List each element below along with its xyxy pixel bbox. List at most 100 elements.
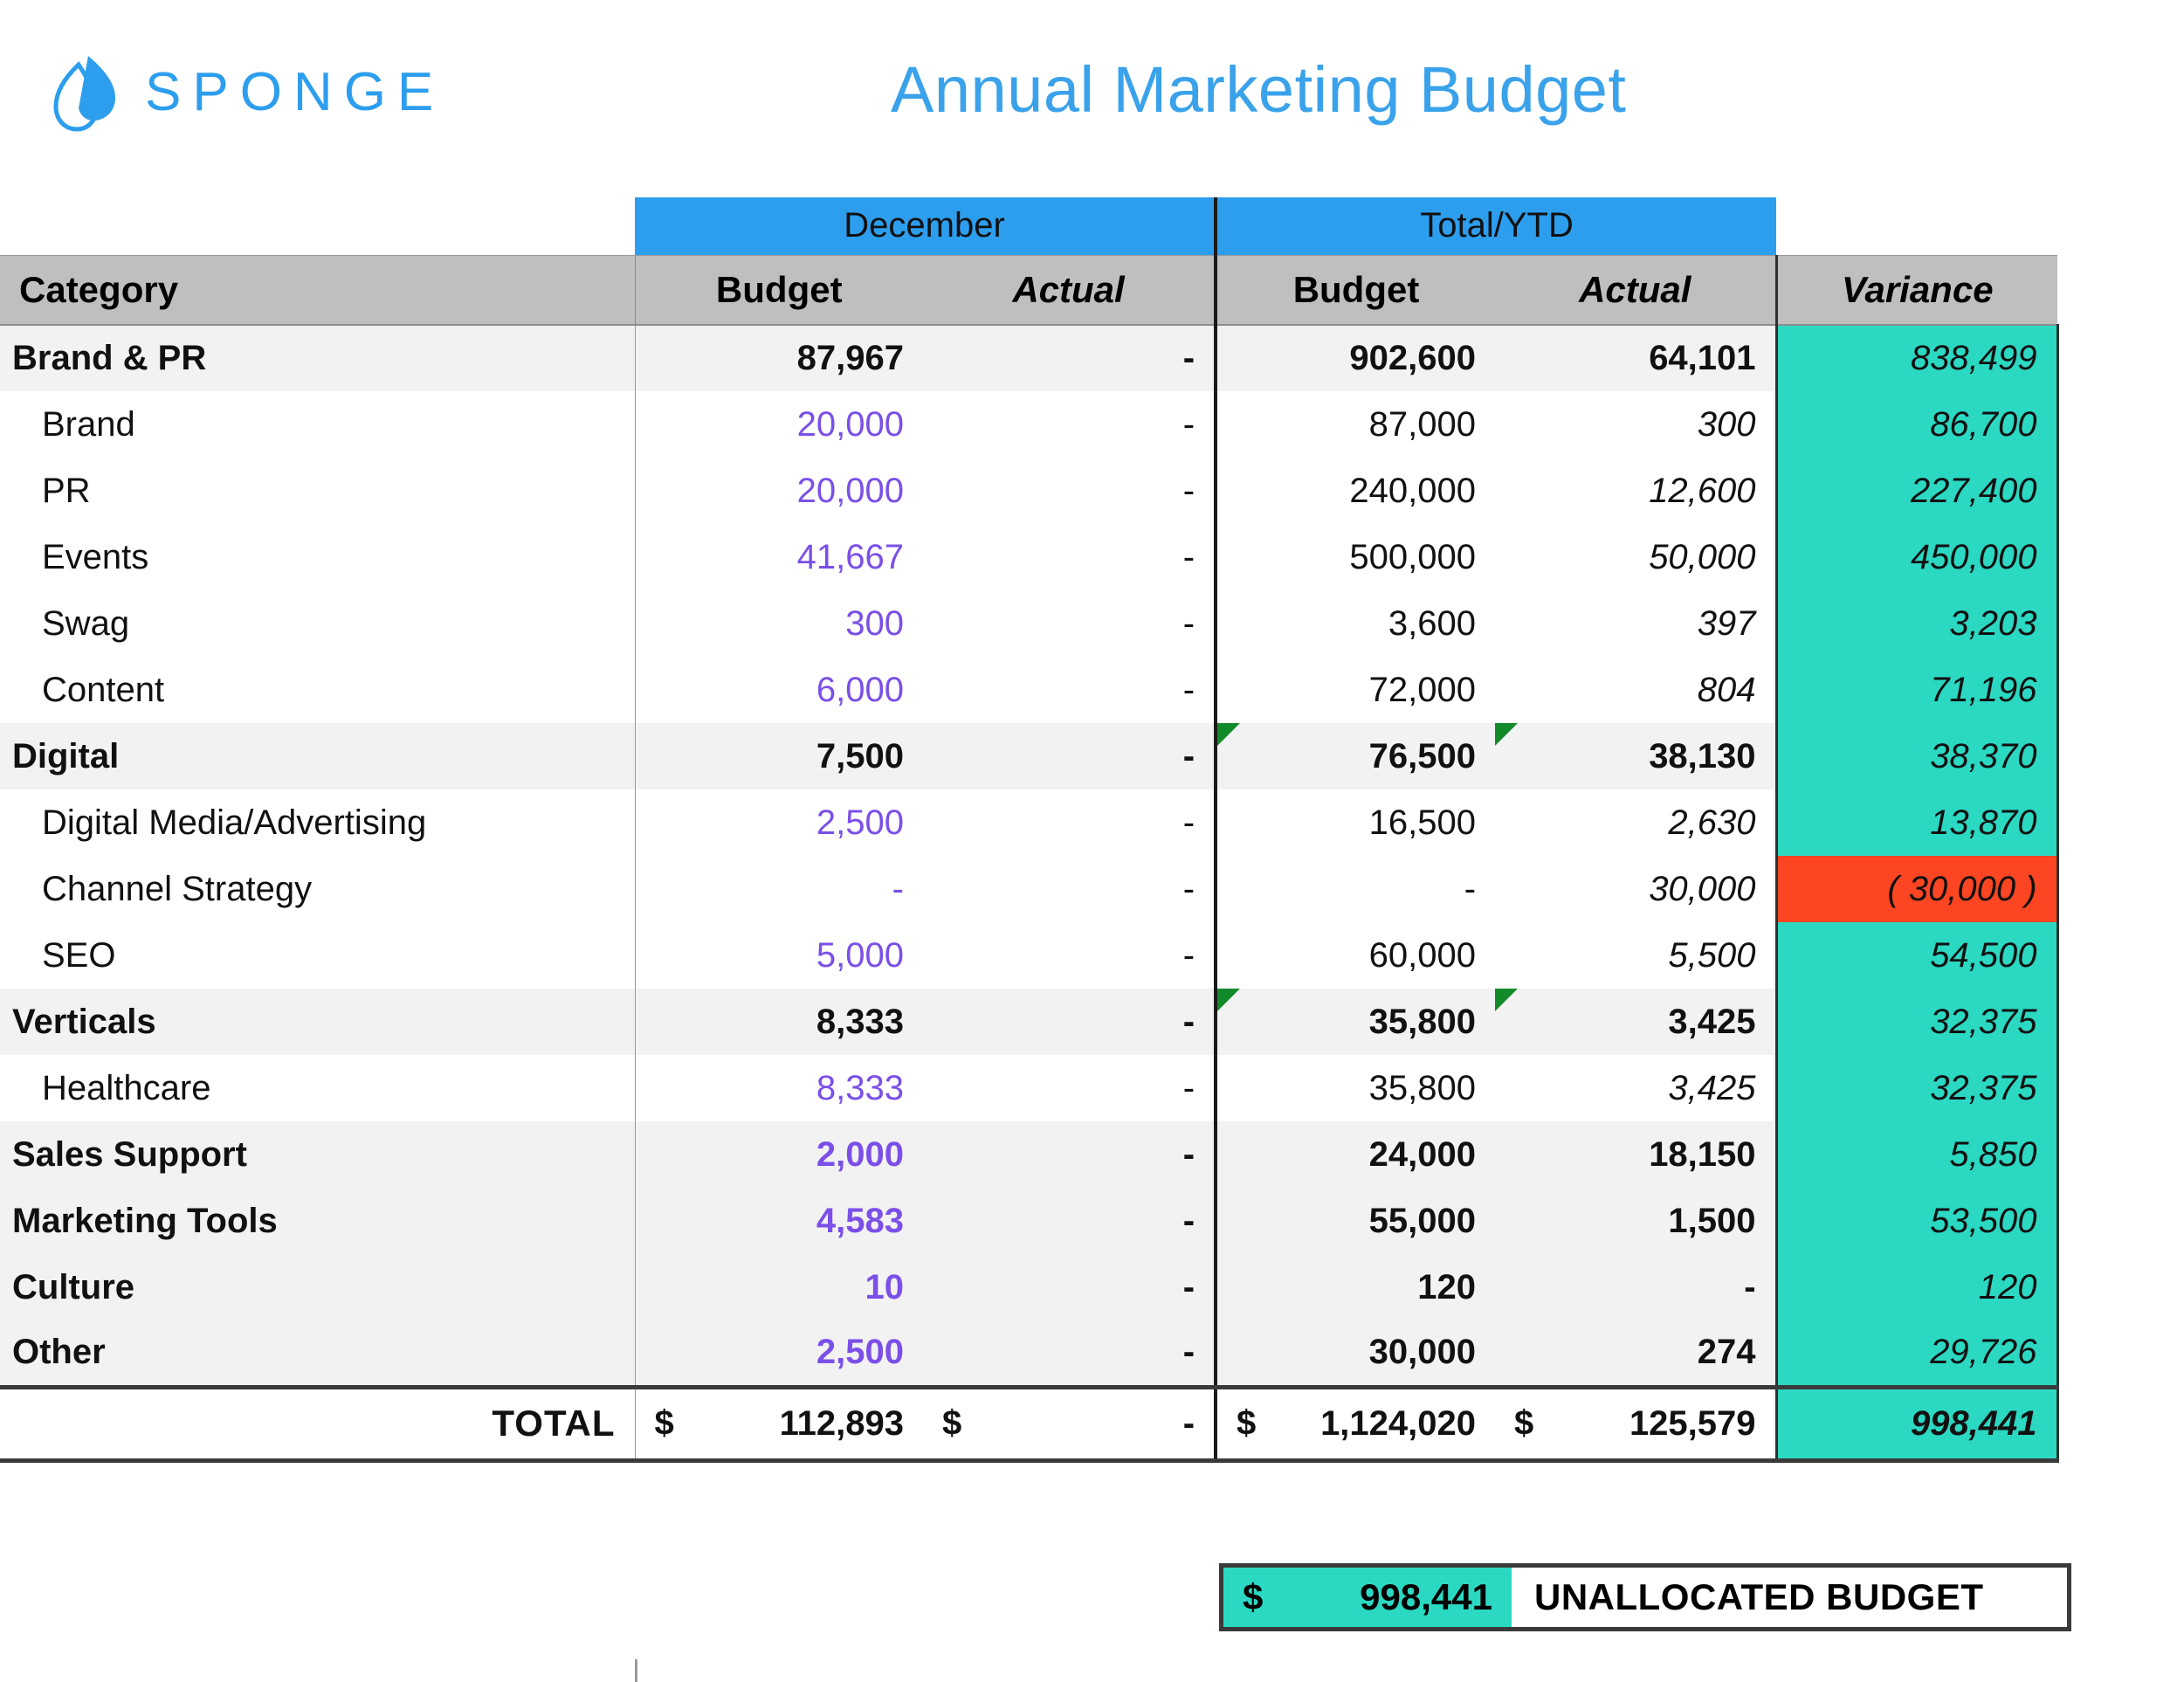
comment-marker-icon bbox=[1495, 989, 1519, 1011]
table-row[interactable]: Culture 10-120-120 bbox=[0, 1254, 2059, 1320]
total-ytd-budget: $ 1,124,020 bbox=[1214, 1384, 1496, 1463]
table-row[interactable]: Verticals 8,333-35,800 3,425 32,375 bbox=[0, 989, 2059, 1055]
table-row[interactable]: Digital 7,500-76,500 38,130 38,370 bbox=[0, 723, 2059, 789]
total-ytd-actual-currency: $ bbox=[1514, 1403, 1534, 1443]
total-dec-budget-value: 112,893 bbox=[779, 1403, 904, 1443]
table-row[interactable]: SEO 5,000-60,000 5,500 54,500 bbox=[0, 922, 2059, 989]
row-ytd-actual: 18,150 bbox=[1495, 1121, 1777, 1188]
col-header-ytd-actual: Actual bbox=[1495, 254, 1777, 326]
comment-marker-icon bbox=[1217, 723, 1241, 746]
row-variance: 86,700 bbox=[1774, 391, 2059, 458]
table-row[interactable]: PR 20,000-240,000 12,600 227,400 bbox=[0, 458, 2059, 524]
row-category: Channel Strategy bbox=[0, 856, 635, 922]
col-header-category: Category bbox=[0, 254, 635, 326]
total-label: TOTAL bbox=[0, 1384, 635, 1463]
row-category: SEO bbox=[0, 922, 635, 989]
row-dec-budget: 20,000 bbox=[634, 458, 923, 524]
total-row: TOTAL $ 112,893 $ - $ 1,124,020 $ bbox=[0, 1384, 2059, 1463]
row-ytd-actual: - bbox=[1495, 1254, 1777, 1320]
row-ytd-actual: 300 bbox=[1495, 391, 1777, 458]
row-dec-budget: 5,000 bbox=[634, 922, 923, 989]
total-ytd-actual: $ 125,579 bbox=[1495, 1384, 1777, 1463]
budget-table-body: Brand & PR 87,967-902,600 64,101 838,499 Bra… bbox=[0, 325, 2059, 1387]
row-category: Content bbox=[0, 657, 635, 723]
comment-marker-icon bbox=[1495, 723, 1519, 746]
total-ytd-budget-currency: $ bbox=[1237, 1403, 1257, 1443]
row-ytd-actual: 3,425 bbox=[1495, 989, 1777, 1055]
row-dec-actual: - bbox=[923, 856, 1216, 922]
brand-name: SPONGE bbox=[145, 62, 445, 122]
row-variance: 5,850 bbox=[1774, 1121, 2059, 1188]
table-row[interactable]: Swag 300-3,600 397 3,203 bbox=[0, 590, 2059, 657]
row-ytd-budget: 72,000 bbox=[1214, 657, 1496, 723]
table-row[interactable]: Healthcare 8,333-35,800 3,425 32,375 bbox=[0, 1055, 2059, 1121]
table-row[interactable]: Other 2,500-30,000 274 29,726 bbox=[0, 1320, 2059, 1387]
row-category: Healthcare bbox=[0, 1055, 635, 1121]
row-category: Brand & PR bbox=[0, 325, 635, 391]
row-dec-actual: - bbox=[923, 1121, 1216, 1188]
total-dec-actual: $ - bbox=[923, 1384, 1216, 1463]
table-row[interactable]: Brand & PR 87,967-902,600 64,101 838,499 bbox=[0, 325, 2059, 391]
row-dec-actual: - bbox=[923, 1188, 1216, 1254]
row-dec-budget: 10 bbox=[634, 1254, 923, 1320]
col-header-dec-budget: Budget bbox=[634, 254, 923, 326]
row-variance: 53,500 bbox=[1774, 1188, 2059, 1254]
unallocated-amount: $ 998,441 bbox=[1223, 1568, 1512, 1627]
row-dec-actual: - bbox=[923, 1320, 1216, 1387]
group-header-blank bbox=[0, 197, 635, 255]
row-dec-budget: 2,000 bbox=[634, 1121, 923, 1188]
table-row[interactable]: Sales Support 2,000-24,000 18,150 5,850 bbox=[0, 1121, 2059, 1188]
row-category: Marketing Tools bbox=[0, 1188, 635, 1254]
row-ytd-actual: 804 bbox=[1495, 657, 1777, 723]
row-dec-budget: 20,000 bbox=[634, 391, 923, 458]
row-category: Brand bbox=[0, 391, 635, 458]
table-row[interactable]: Channel Strategy - - -30,000( 30,000 ) bbox=[0, 856, 2059, 922]
row-ytd-budget: 30,000 bbox=[1214, 1320, 1496, 1387]
row-dec-budget: 300 bbox=[634, 590, 923, 657]
row-ytd-actual: 2,630 bbox=[1495, 789, 1777, 856]
col-header-ytd-budget: Budget bbox=[1214, 254, 1496, 326]
row-category: Verticals bbox=[0, 989, 635, 1055]
row-ytd-actual: 38,130 bbox=[1495, 723, 1777, 789]
row-category: Other bbox=[0, 1320, 635, 1387]
row-ytd-actual: 5,500 bbox=[1495, 922, 1777, 989]
row-ytd-actual: 30,000 bbox=[1495, 856, 1777, 922]
row-ytd-budget: 35,800 bbox=[1214, 1055, 1496, 1121]
row-ytd-actual: 3,425 bbox=[1495, 1055, 1777, 1121]
row-ytd-budget: - bbox=[1214, 856, 1496, 922]
total-ytd-actual-value: 125,579 bbox=[1629, 1403, 1756, 1443]
row-ytd-budget: 500,000 bbox=[1214, 524, 1496, 590]
group-header-total-ytd: Total/YTD bbox=[1214, 197, 1777, 255]
row-dec-actual: - bbox=[923, 458, 1216, 524]
row-dec-actual: - bbox=[923, 789, 1216, 856]
row-variance: ( 30,000 ) bbox=[1774, 856, 2059, 922]
row-variance: 32,375 bbox=[1774, 989, 2059, 1055]
row-dec-budget: 87,967 bbox=[634, 325, 923, 391]
row-dec-actual: - bbox=[923, 524, 1216, 590]
table-row[interactable]: Content 6,000-72,000 804 71,196 bbox=[0, 657, 2059, 723]
row-variance: 13,870 bbox=[1774, 789, 2059, 856]
table-row[interactable]: Events 41,667-500,000 50,000 450,000 bbox=[0, 524, 2059, 590]
row-dec-budget: 8,333 bbox=[634, 1055, 923, 1121]
table-row[interactable]: Brand 20,000-87,000 300 86,700 bbox=[0, 391, 2059, 458]
row-ytd-actual: 397 bbox=[1495, 590, 1777, 657]
total-dec-budget: $ 112,893 bbox=[634, 1384, 923, 1463]
total-variance: 998,441 bbox=[1774, 1384, 2059, 1463]
row-variance: 3,203 bbox=[1774, 590, 2059, 657]
unallocated-value: 998,441 bbox=[1360, 1576, 1492, 1617]
total-dec-actual-currency: $ bbox=[942, 1403, 962, 1443]
row-category: Culture bbox=[0, 1254, 635, 1320]
row-ytd-actual: 50,000 bbox=[1495, 524, 1777, 590]
row-dec-budget: 7,500 bbox=[634, 723, 923, 789]
row-ytd-actual: 1,500 bbox=[1495, 1188, 1777, 1254]
row-dec-budget: 41,667 bbox=[634, 524, 923, 590]
row-ytd-actual: 274 bbox=[1495, 1320, 1777, 1387]
row-dec-budget: - bbox=[634, 856, 923, 922]
table-row[interactable]: Digital Media/Advertising 2,500-16,500 2,6… bbox=[0, 789, 2059, 856]
table-row[interactable]: Marketing Tools 4,583-55,000 1,500 53,500 bbox=[0, 1188, 2059, 1254]
col-header-variance: Variance bbox=[1774, 254, 2058, 326]
budget-table-wrapper: December Total/YTD Category Budget Actua… bbox=[0, 197, 2184, 1682]
brand-logo: SPONGE bbox=[51, 51, 444, 134]
total-ytd-budget-value: 1,124,020 bbox=[1320, 1403, 1477, 1443]
